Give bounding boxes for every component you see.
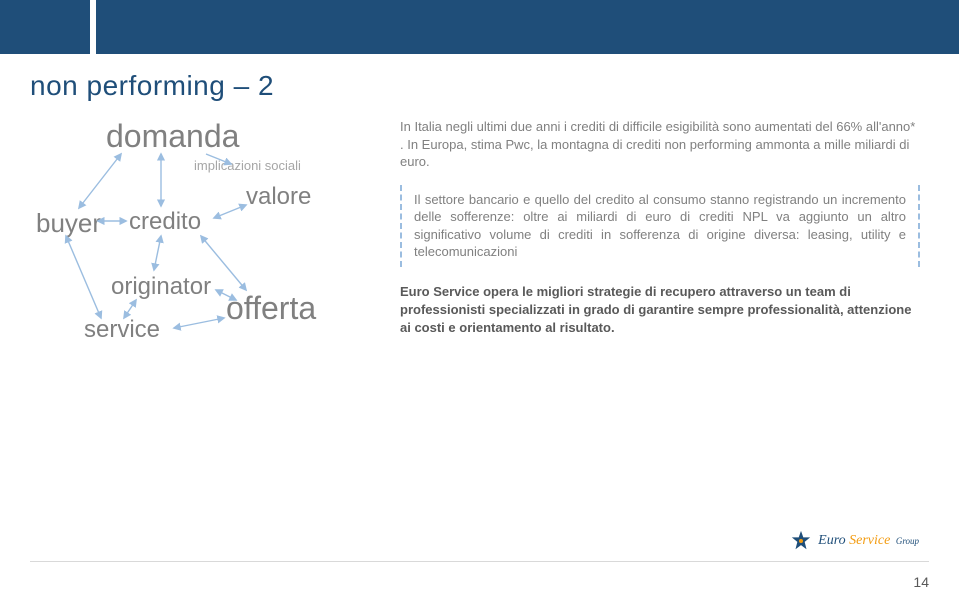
- logo-text: Euro Service Group: [818, 533, 919, 549]
- header-bar-right: [96, 0, 959, 54]
- word-valore: valore: [246, 183, 311, 211]
- star-icon: [790, 530, 812, 552]
- header-bar-left: [0, 0, 90, 54]
- word-credito: credito: [129, 208, 201, 236]
- intro-paragraph: In Italia negli ultimi due anni i credit…: [400, 118, 920, 171]
- logo-group: Group: [896, 536, 919, 546]
- word-domanda: domanda: [106, 118, 239, 155]
- word-offerta: offerta: [226, 290, 316, 327]
- logo-service: Service: [849, 533, 890, 548]
- slide: non performing – 2 domanda implicazioni …: [0, 0, 959, 604]
- footer-divider: [30, 561, 929, 562]
- footer-logo: Euro Service Group: [790, 530, 919, 552]
- body-text: In Italia negli ultimi due anni i credit…: [400, 118, 920, 337]
- page-title: non performing – 2: [30, 70, 274, 102]
- word-buyer: buyer: [36, 208, 101, 239]
- word-service: service: [84, 316, 160, 344]
- highlight-box: Il settore bancario e quello del credito…: [400, 185, 920, 267]
- word-implicazioni: implicazioni sociali: [194, 158, 301, 173]
- word-originator: originator: [111, 273, 211, 301]
- page-number: 14: [913, 574, 929, 590]
- concept-diagram: domanda implicazioni sociali buyer credi…: [36, 118, 386, 368]
- emphasis-paragraph: Euro Service opera le migliori strategie…: [400, 283, 920, 338]
- logo-euro: Euro: [818, 533, 845, 548]
